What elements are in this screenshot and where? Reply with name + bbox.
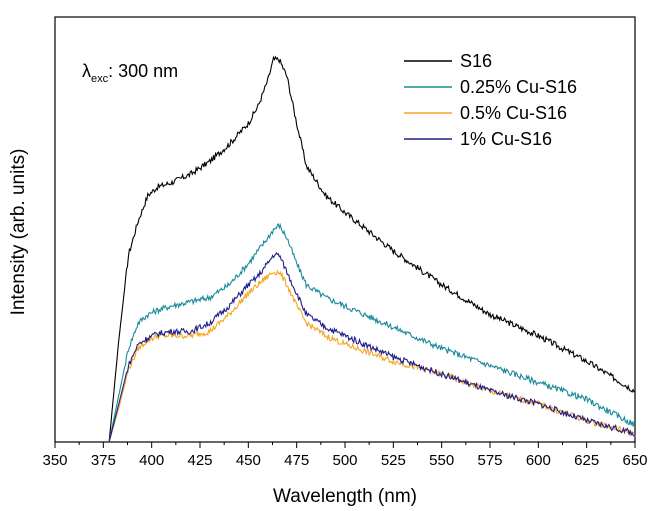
x-tick-label: 500 <box>332 452 357 469</box>
series-layer <box>108 55 636 443</box>
x-tick-label: 425 <box>187 452 212 469</box>
series-line-0 <box>108 55 636 443</box>
x-tick-label: 625 <box>574 452 599 469</box>
x-tick-label: 400 <box>139 452 164 469</box>
y-axis-title: Intensity (arb. units) <box>8 149 29 316</box>
x-axis-title: Wavelength (nm) <box>273 486 417 507</box>
series-line-2 <box>108 269 636 443</box>
lambda-symbol: λ <box>82 61 91 81</box>
x-tick-label: 550 <box>429 452 454 469</box>
x-tick-label: 475 <box>284 452 309 469</box>
x-tick-label: 575 <box>477 452 502 469</box>
series-line-1 <box>108 222 636 443</box>
x-tick-label: 450 <box>236 452 261 469</box>
x-tick-label: 650 <box>622 452 647 469</box>
excitation-annotation: λexc: 300 nm <box>82 61 178 85</box>
legend-label: S16 <box>460 51 492 71</box>
x-tick-label: 375 <box>91 452 116 469</box>
x-axis-ticks: 350 375 400 425 450 475 500 525 550 575 600 625 650 <box>42 442 648 469</box>
lambda-subscript: exc <box>91 73 109 85</box>
legend-label: 0.5% Cu-S16 <box>460 103 567 123</box>
legend: S16 0.25% Cu-S16 0.5% Cu-S16 1% Cu-S16 <box>404 51 577 149</box>
excitation-value: : 300 nm <box>108 61 178 81</box>
x-tick-label: 525 <box>381 452 406 469</box>
x-tick-label: 600 <box>526 452 551 469</box>
series-line-3 <box>108 252 636 443</box>
x-tick-label: 350 <box>42 452 67 469</box>
legend-label: 1% Cu-S16 <box>460 129 552 149</box>
legend-label: 0.25% Cu-S16 <box>460 77 577 97</box>
